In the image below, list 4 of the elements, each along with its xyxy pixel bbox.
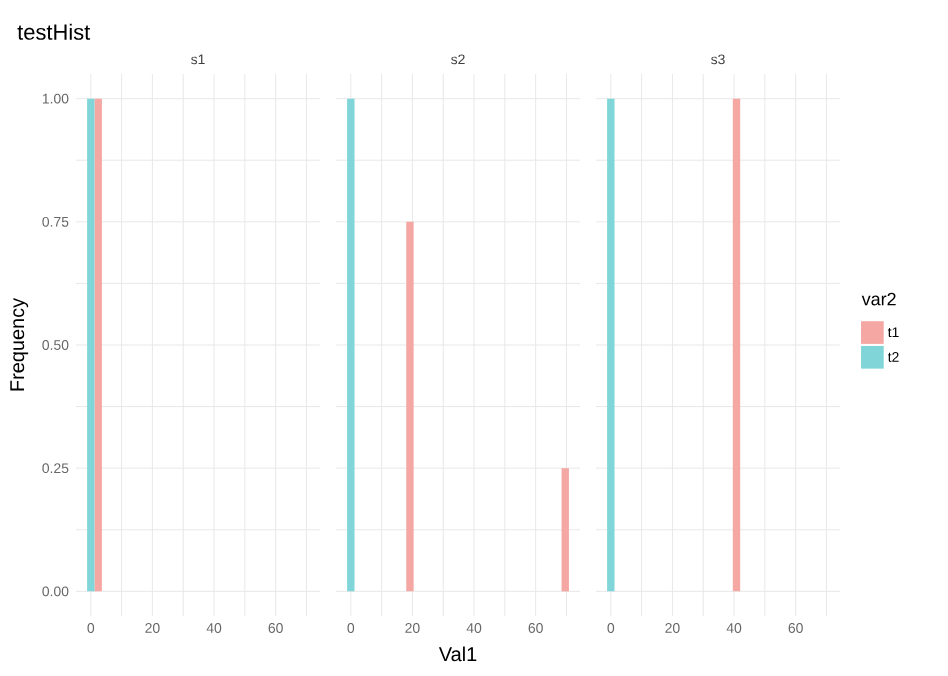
chart-title: testHist <box>17 23 91 40</box>
y-axis-title: Frequency <box>10 297 29 391</box>
legend-title: var2 <box>861 292 896 306</box>
x-axis-title: Val1 <box>438 646 477 662</box>
